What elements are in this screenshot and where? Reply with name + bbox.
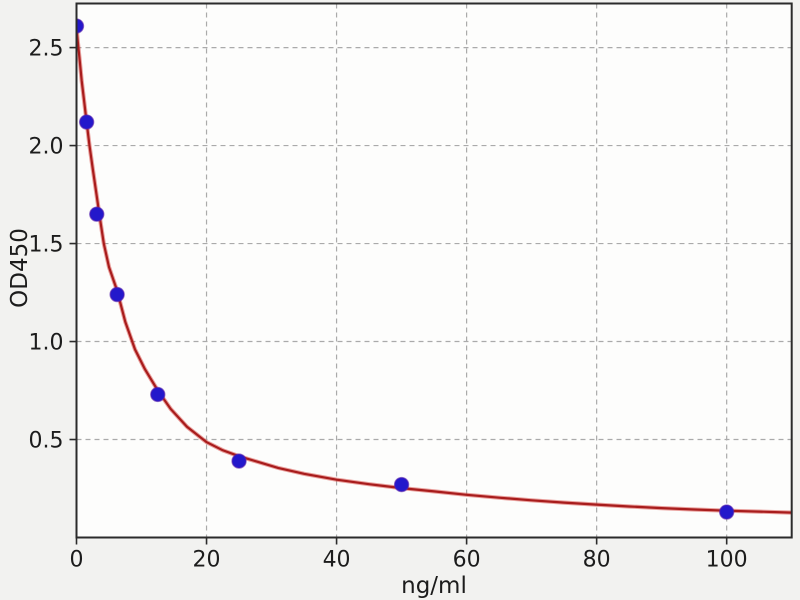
data-point — [718, 504, 735, 520]
x-tick-label: 100 — [706, 548, 748, 573]
x-tick-label: 40 — [323, 548, 351, 573]
y-tick-label: 0.5 — [29, 429, 64, 454]
x-tick-label: 80 — [583, 548, 611, 573]
fit-curve — [76, 26, 792, 514]
x-tick-label: 60 — [453, 548, 481, 573]
tick-labels: 0 20 40 60 80 100 0.5 1.0 1.5 2.0 2.5 — [29, 37, 748, 573]
y-axis-title: OD450 — [7, 228, 33, 308]
data-points — [76, 18, 735, 520]
x-axis-title: ng/ml — [401, 573, 467, 599]
y-tick-label: 2.0 — [29, 135, 64, 160]
y-tick-label: 2.5 — [29, 37, 64, 62]
x-tick-label: 20 — [193, 548, 221, 573]
x-tick-label: 0 — [70, 548, 84, 573]
y-tick-label: 1.5 — [29, 233, 64, 258]
data-point — [76, 18, 85, 34]
y-tick-label: 1.0 — [29, 331, 64, 356]
plot-border — [75, 2, 793, 539]
tick-marks — [69, 46, 728, 545]
data-point — [89, 206, 105, 222]
data-point — [231, 453, 247, 469]
data-point — [150, 386, 166, 403]
data-point — [78, 114, 95, 130]
gridlines — [76, 3, 792, 538]
plot-area — [76, 3, 792, 538]
data-point — [393, 476, 410, 493]
data-point — [109, 286, 125, 303]
